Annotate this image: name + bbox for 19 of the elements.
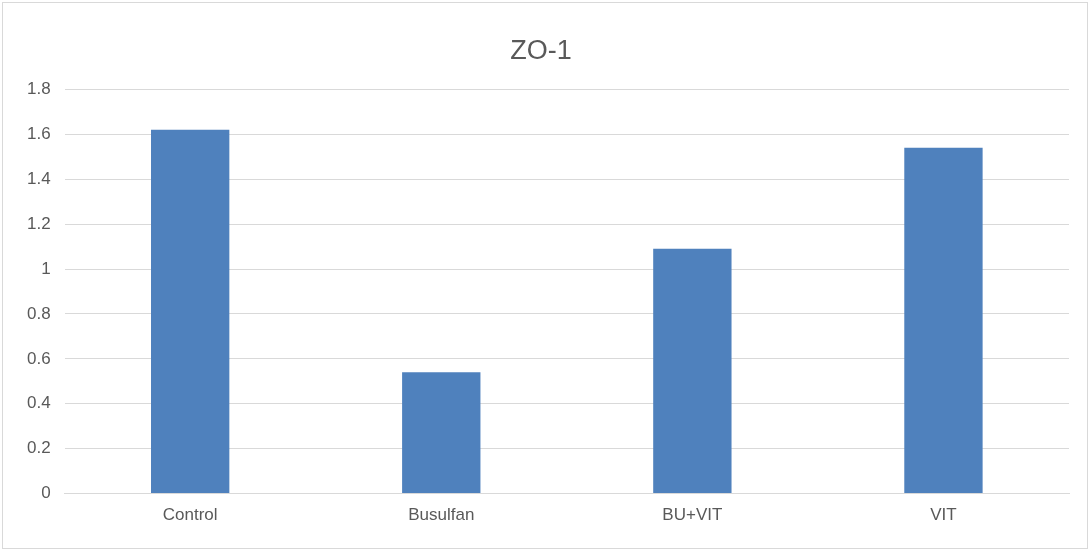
y-tick-label: 0.4 [26,393,51,413]
bar [402,372,481,494]
y-tick-label: 0.6 [26,348,51,368]
x-tick-label: Control [162,505,218,525]
y-tick-label: 1.2 [26,213,51,233]
chart-title: ZO-1 [510,34,572,65]
y-tick-label: 1.8 [26,79,51,99]
bar [151,129,230,494]
bar [904,147,983,494]
y-tick-label: 0 [41,483,51,503]
y-tick-label: 1 [41,258,51,278]
bar [653,248,732,494]
y-tick-label: 0.2 [26,438,51,458]
x-tick-label: VIT [930,505,957,525]
x-tick-label: BU+VIT [662,505,723,525]
y-tick-label: 1.4 [26,168,51,188]
x-tick-label: Busulfan [408,505,475,525]
y-tick-label: 0.8 [26,303,51,323]
y-tick-label: 1.6 [26,124,51,143]
